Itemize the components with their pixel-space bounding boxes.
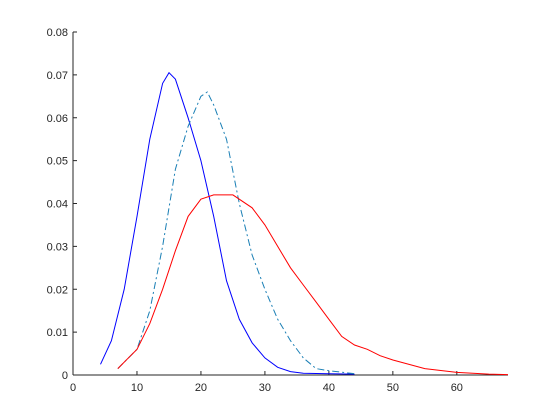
line-series <box>100 71 355 375</box>
y-tick-label: 0.02 <box>47 284 68 296</box>
line-series <box>117 91 355 375</box>
y-tick-label: 0.06 <box>47 113 68 125</box>
y-tick-label: 0.08 <box>47 27 68 39</box>
x-tick-label: 60 <box>451 382 463 394</box>
y-tick-label: 0 <box>62 370 68 382</box>
x-tick-label: 30 <box>259 382 271 394</box>
x-tick-label: 50 <box>387 382 399 394</box>
x-tick-label: 20 <box>195 382 207 394</box>
y-tick-label: 0.04 <box>47 199 68 211</box>
x-tick-label: 0 <box>70 382 76 394</box>
y-tick-label: 0.07 <box>47 70 68 82</box>
y-tick-label: 0.01 <box>47 327 68 339</box>
x-tick-label: 40 <box>323 382 335 394</box>
x-tick-label: 10 <box>131 382 143 394</box>
line-series <box>117 194 509 376</box>
y-tick-label: 0.03 <box>47 241 68 253</box>
y-tick-label: 0.05 <box>47 156 68 168</box>
